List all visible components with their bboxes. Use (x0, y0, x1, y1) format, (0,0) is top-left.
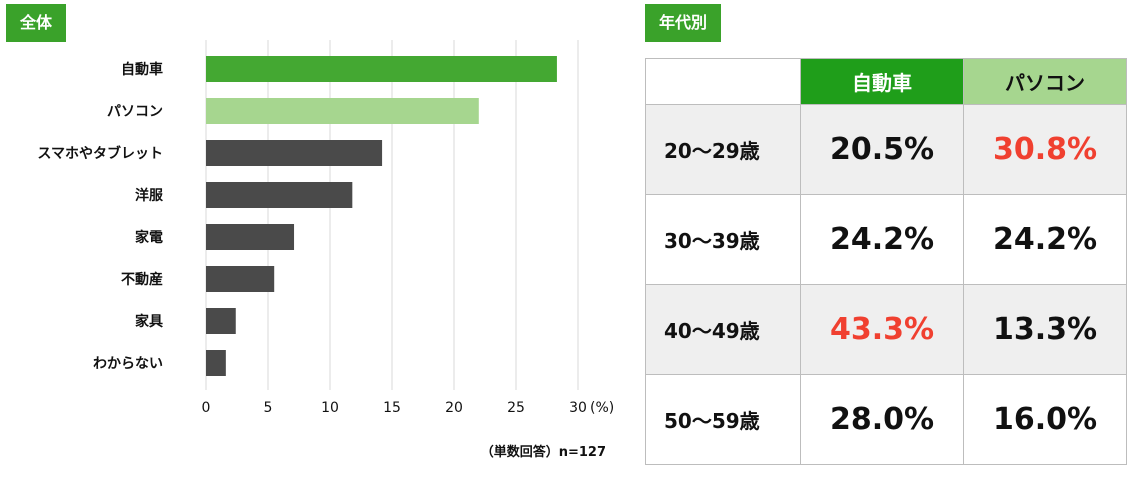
bar (206, 266, 275, 292)
age-cell: 40〜49歳 (645, 284, 801, 375)
x-tick-label: 15 (383, 400, 401, 416)
age-cell: 50〜59歳 (645, 374, 801, 465)
car-column-header: 自動車 (800, 58, 964, 105)
pc-value-cell: 30.8% (963, 104, 1127, 195)
table-row: 40〜49歳 43.3% 13.3% (645, 284, 1127, 375)
by-age-tag: 年代別 (645, 4, 722, 42)
bar (206, 350, 226, 376)
table-corner-cell (645, 58, 801, 105)
pc-column-header: パソコン (963, 58, 1127, 105)
x-unit-label: (%) (590, 400, 614, 416)
pc-value-cell: 24.2% (963, 194, 1127, 285)
bar (206, 182, 353, 208)
x-tick-label: 10 (321, 400, 339, 416)
x-tick-label: 30 (569, 400, 587, 416)
table-row: 20〜29歳 20.5% 30.8% (645, 104, 1127, 195)
category-label: 家電 (135, 229, 163, 246)
bar (206, 56, 557, 82)
car-value-cell: 43.3% (800, 284, 964, 375)
bar (206, 98, 479, 124)
sample-note: （単数回答）n=127 (481, 444, 606, 460)
bar (206, 140, 383, 166)
x-tick-label: 0 (202, 400, 211, 416)
car-value-cell: 20.5% (800, 104, 964, 195)
category-label: スマホやタブレット (37, 145, 163, 162)
table-row: 50〜59歳 28.0% 16.0% (645, 374, 1127, 465)
car-value-cell: 24.2% (800, 194, 964, 285)
category-label: 家具 (135, 313, 163, 330)
x-tick-label: 5 (264, 400, 273, 416)
category-label: パソコン (107, 104, 163, 120)
category-label: 不動産 (121, 271, 163, 288)
category-label: 洋服 (135, 187, 164, 204)
category-label: わからない (93, 356, 163, 372)
bar (206, 224, 295, 250)
car-value-cell: 28.0% (800, 374, 964, 465)
category-label: 自動車 (121, 61, 163, 78)
pc-value-cell: 13.3% (963, 284, 1127, 375)
table-header-row: 自動車 パソコン (645, 58, 1127, 105)
age-cell: 30〜39歳 (645, 194, 801, 285)
overall-tag: 全体 (6, 4, 67, 42)
age-breakdown-table: 自動車 パソコン 20〜29歳 20.5% 30.8% 30〜39歳 24.2%… (645, 58, 1127, 465)
table-row: 30〜39歳 24.2% 24.2% (645, 194, 1127, 285)
age-cell: 20〜29歳 (645, 104, 801, 195)
pc-value-cell: 16.0% (963, 374, 1127, 465)
bar (206, 308, 236, 334)
x-tick-label: 25 (507, 400, 525, 416)
x-tick-label: 20 (445, 400, 463, 416)
